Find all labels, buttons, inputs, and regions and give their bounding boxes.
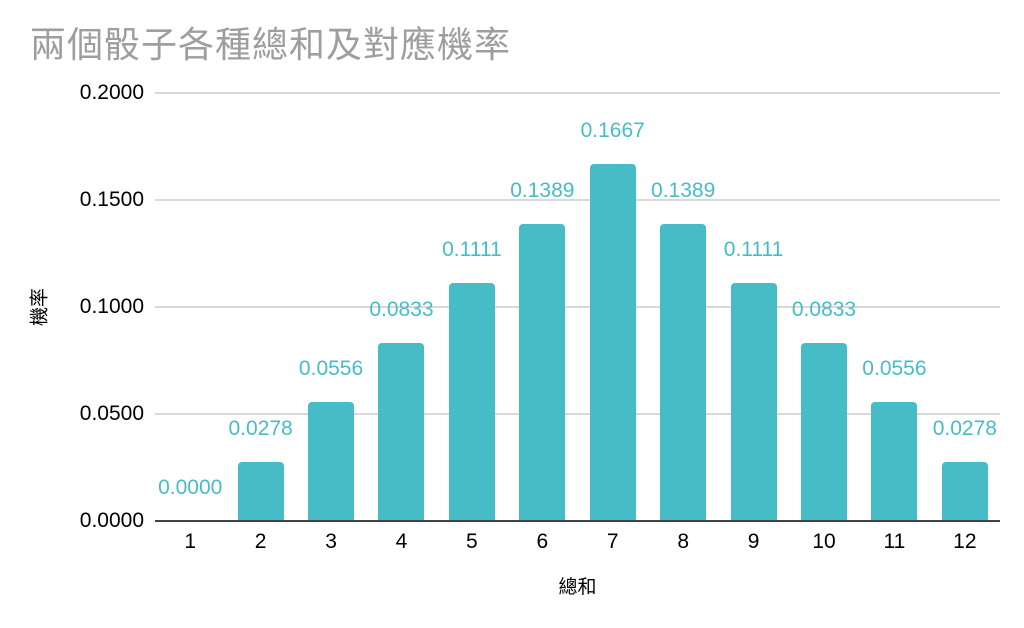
bar-slot: 0.1667: [578, 93, 648, 521]
bar-value-label: 0.0556: [862, 357, 927, 381]
x-tick-label: 8: [677, 530, 689, 553]
bar-value-label: 0.1111: [723, 238, 784, 262]
x-tick-label: 12: [953, 530, 977, 553]
bar-slot: 0.0278: [225, 93, 295, 521]
y-tick-label: 0.1000: [79, 295, 144, 318]
x-tick-label: 6: [536, 530, 549, 553]
y-tick-label: 0.2000: [79, 81, 144, 104]
bar: [589, 164, 636, 521]
bar-slot: 0.0556: [296, 93, 366, 521]
bar: [871, 402, 918, 521]
bar-slot: 0.1111: [718, 93, 788, 521]
x-tick-label: 9: [747, 530, 760, 553]
x-tick-label: 10: [812, 530, 836, 553]
x-axis-ticks: 1 2 3 4 5 6 7 8 9 10 11 12: [155, 529, 1000, 555]
bar: [519, 223, 566, 521]
bar-value-label: 0.1667: [580, 119, 645, 143]
x-axis-title: 總和: [558, 577, 597, 598]
bar: [730, 283, 777, 521]
bar: [308, 402, 355, 521]
gridline: [155, 413, 1000, 415]
gridline: [155, 199, 1000, 201]
bar-value-label: 0.0278: [932, 416, 997, 440]
bar-series: 0.0000 0.0278 0.0556 0.0833 0.1111 0.1389 0.16…: [155, 93, 1000, 521]
bar-slot: 0.1389: [507, 93, 577, 521]
y-tick-label: 0.0000: [79, 509, 144, 532]
x-tick-label: 3: [325, 530, 337, 553]
bar-slot: 0.0278: [930, 93, 1000, 521]
bar-value-label: 0.0556: [298, 357, 364, 381]
bar-slot: 0.1111: [437, 93, 507, 521]
bar-slot: 0.0556: [859, 93, 929, 521]
bar-value-label: 0.1389: [651, 178, 716, 202]
bar-slot: 0.0833: [366, 93, 436, 521]
bar-value-label: 0.1111: [442, 238, 502, 262]
bar-value-label: 0.1389: [510, 178, 575, 202]
chart-title: 兩個骰子各種總和及對應機率: [30, 24, 512, 65]
x-tick-label: 7: [606, 530, 619, 553]
bar: [237, 461, 284, 521]
bar: [448, 283, 495, 521]
y-tick-label: 0.1500: [79, 188, 144, 211]
bar: [941, 461, 988, 521]
bar-value-label: 0.0278: [228, 416, 293, 440]
x-tick-label: 5: [466, 530, 478, 553]
bar-value-label: 0.0833: [791, 297, 857, 321]
x-tick-label: 4: [395, 530, 408, 553]
plot-area: 0.0000 0.0278 0.0556 0.0833 0.1111 0.1389 0.16…: [155, 92, 1000, 522]
gridline: [155, 306, 1000, 308]
bar-value-label: 0.0833: [369, 297, 434, 321]
bar-slot: 0.0833: [789, 93, 859, 521]
bar: [660, 223, 707, 521]
x-tick-label: 11: [883, 530, 906, 553]
bar-value-label: 0.0000: [158, 476, 223, 499]
y-axis-ticks: 0.0000 0.0500 0.1000 0.1500 0.2000: [36, 81, 144, 532]
y-tick-label: 0.0500: [79, 402, 144, 425]
bar: [378, 342, 425, 521]
x-tick-label: 2: [254, 530, 267, 553]
x-tick-label: 1: [184, 530, 197, 553]
bar: [801, 342, 847, 521]
bar-slot: 0.0000: [155, 93, 225, 521]
x-axis-baseline: [155, 520, 1000, 522]
gridline: [155, 92, 1000, 94]
bar-slot: 0.1389: [648, 93, 718, 521]
